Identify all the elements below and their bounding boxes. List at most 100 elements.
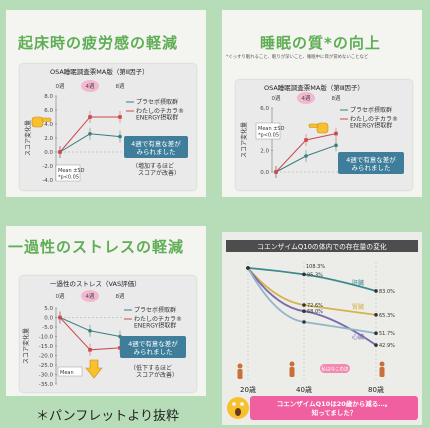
person-icon [237,369,243,379]
person-icon [289,367,295,377]
legend-label: わたしのチカラ® [350,116,398,123]
pointing-hand-icon [31,116,52,128]
y-tick-label: 5.0 [44,306,53,312]
data-point [118,115,122,119]
data-point [302,272,306,277]
note-text: （低下するほど [130,364,172,372]
stats-box [55,164,81,182]
week-label: 4週 [302,94,311,102]
week-label: 8週 [332,94,341,102]
y-axis-label: スコア変化量 [240,122,248,158]
callout-text: みられました [134,348,173,356]
y-tick-label: 2.0 [44,136,53,142]
chart-card: OSA睡眠調査票MA版（第Ⅲ因子）0週4週8週6.04.02.00.0スコア変化… [236,80,412,190]
y-tick-label: -10.0 [39,335,54,341]
y-tick-label: 6.0 [44,108,53,114]
person-icon [379,367,385,377]
chart-fatigue: OSA睡眠調査票MA版（第Ⅱ因子） 0週 4週 8週 8.0 6.0 4.0 2.0 0.0 -2… [24,67,188,184]
data-point [118,134,122,139]
age-marker-text: 私は今この辺 [322,366,349,373]
panel-sleep-quality: 睡眠の質*の向上 *ぐっすり眠れること、眠りが深いこと、睡眠中に目が覚めないこと… [222,10,422,197]
stats-text: *p<0.05 [58,175,79,181]
banner-text: コエンザイムQ10は20歳から減る…。 [277,399,392,408]
callout-text: みられました [137,148,176,156]
y-tick-label: -5.0 [42,325,53,331]
week-highlight [297,92,315,104]
note-text: スコアが改善） [136,371,178,379]
data-point [88,132,92,136]
data-point [304,138,308,142]
data-point [88,348,92,352]
y-tick-label: -4.0 [42,178,53,184]
footer-note: ＊パンフレットより抜粋 [36,409,180,424]
age-label: 80歳 [368,385,384,394]
note-text: （増加するほど [132,162,174,170]
y-tick-label: -20.0 [39,354,54,360]
data-point [302,303,306,307]
note-text: スコアが改善） [138,169,180,177]
legend-label: プラセボ摂取群 [350,106,392,114]
chart-title: OSA睡眠調査票MA版（第Ⅱ因子） [50,67,149,76]
y-tick-label: -25.0 [39,363,54,369]
chart-title: 一過性のストレス（VAS評価） [50,279,141,288]
down-arrow-icon [85,359,103,379]
data-point [374,331,378,336]
scream-face-eye [240,402,244,406]
age-label: 40歳 [296,385,312,394]
chart-card: OSA睡眠調査票MA版（第Ⅱ因子） 0週 4週 8週 8.0 6.0 4.0 2.0 0.0 -2… [20,64,196,190]
y-tick-label: 2.0 [260,149,269,155]
chart-title: OSA睡眠調査票MA版（第Ⅲ因子） [264,83,364,92]
banner-text: 知ってました？ [312,408,357,417]
week-highlight [81,290,99,302]
data-point [374,289,378,293]
data-label: 72.6% [307,303,323,309]
data-label: 51.7% [379,331,395,337]
y-axis-label: スコア変化量 [24,120,32,156]
panel-coq10: コエンザイムQ10の体内での存在量の変化 95.3% 83.0% 肝臓 72.6% 65.… [222,232,422,425]
banner-box [250,396,418,420]
data-label: 68.0% [307,309,323,315]
scream-face-mouth [235,408,241,416]
panel-title: 睡眠の質*の向上 [260,34,381,52]
stats-text: Mean ±SD [258,126,285,132]
y-tick-label: 0.0 [44,150,53,156]
callout-box [338,152,404,174]
data-label: 83.0% [379,289,395,295]
data-label: 65.3% [379,313,395,319]
y-axis-label: スコア変化量 [22,328,30,364]
y-tick-label: -35.0 [39,382,54,388]
stats-text: *p<0.05 [258,133,279,139]
data-point [334,131,338,136]
data-point [88,329,92,333]
legend-label: ENERGY摂取群 [350,122,392,130]
panel-stress: 一過性のストレスの軽減 一過性のストレス（VAS評価） 0週 4週 8週 5.0 0.0 -… [6,226,206,396]
scream-face-eye [232,402,236,406]
data-point [302,320,306,324]
callout-box [120,336,186,358]
week-label: 0週 [272,94,281,102]
chart-header-bar [226,240,418,252]
y-tick-label: 0.0 [260,170,269,176]
pointing-hand-icon [308,122,329,134]
data-point [374,313,378,317]
legend-label: プラセボ摂取群 [134,306,176,314]
legend-label: プラセボ摂取群 [136,98,178,106]
data-point [58,315,62,320]
panel-fatigue: 起床時の疲労感の軽減 OSA睡眠調査票MA版（第Ⅱ因子） 0週 4週 8週 8.0 6.0… [6,10,206,197]
person-icon [379,361,385,367]
week-highlight [81,80,99,92]
y-tick-label: 4.0 [44,122,53,128]
person-icon [289,361,295,367]
y-tick-label: -30.0 [39,373,54,379]
data-point [374,343,378,347]
chart-title: コエンザイムQ10の体内での存在量の変化 [257,242,387,251]
callout-text: みられました [352,164,391,172]
y-tick-label: 8.0 [44,94,53,100]
week-label: 4週 [86,82,95,90]
y-tick-label: 6.0 [260,106,269,112]
y-tick-label: -2.0 [42,164,53,170]
callout-text: 4週で有意な差が [128,339,178,348]
stats-text: Mean [60,370,74,376]
data-point [334,143,338,148]
data-point [304,154,308,158]
